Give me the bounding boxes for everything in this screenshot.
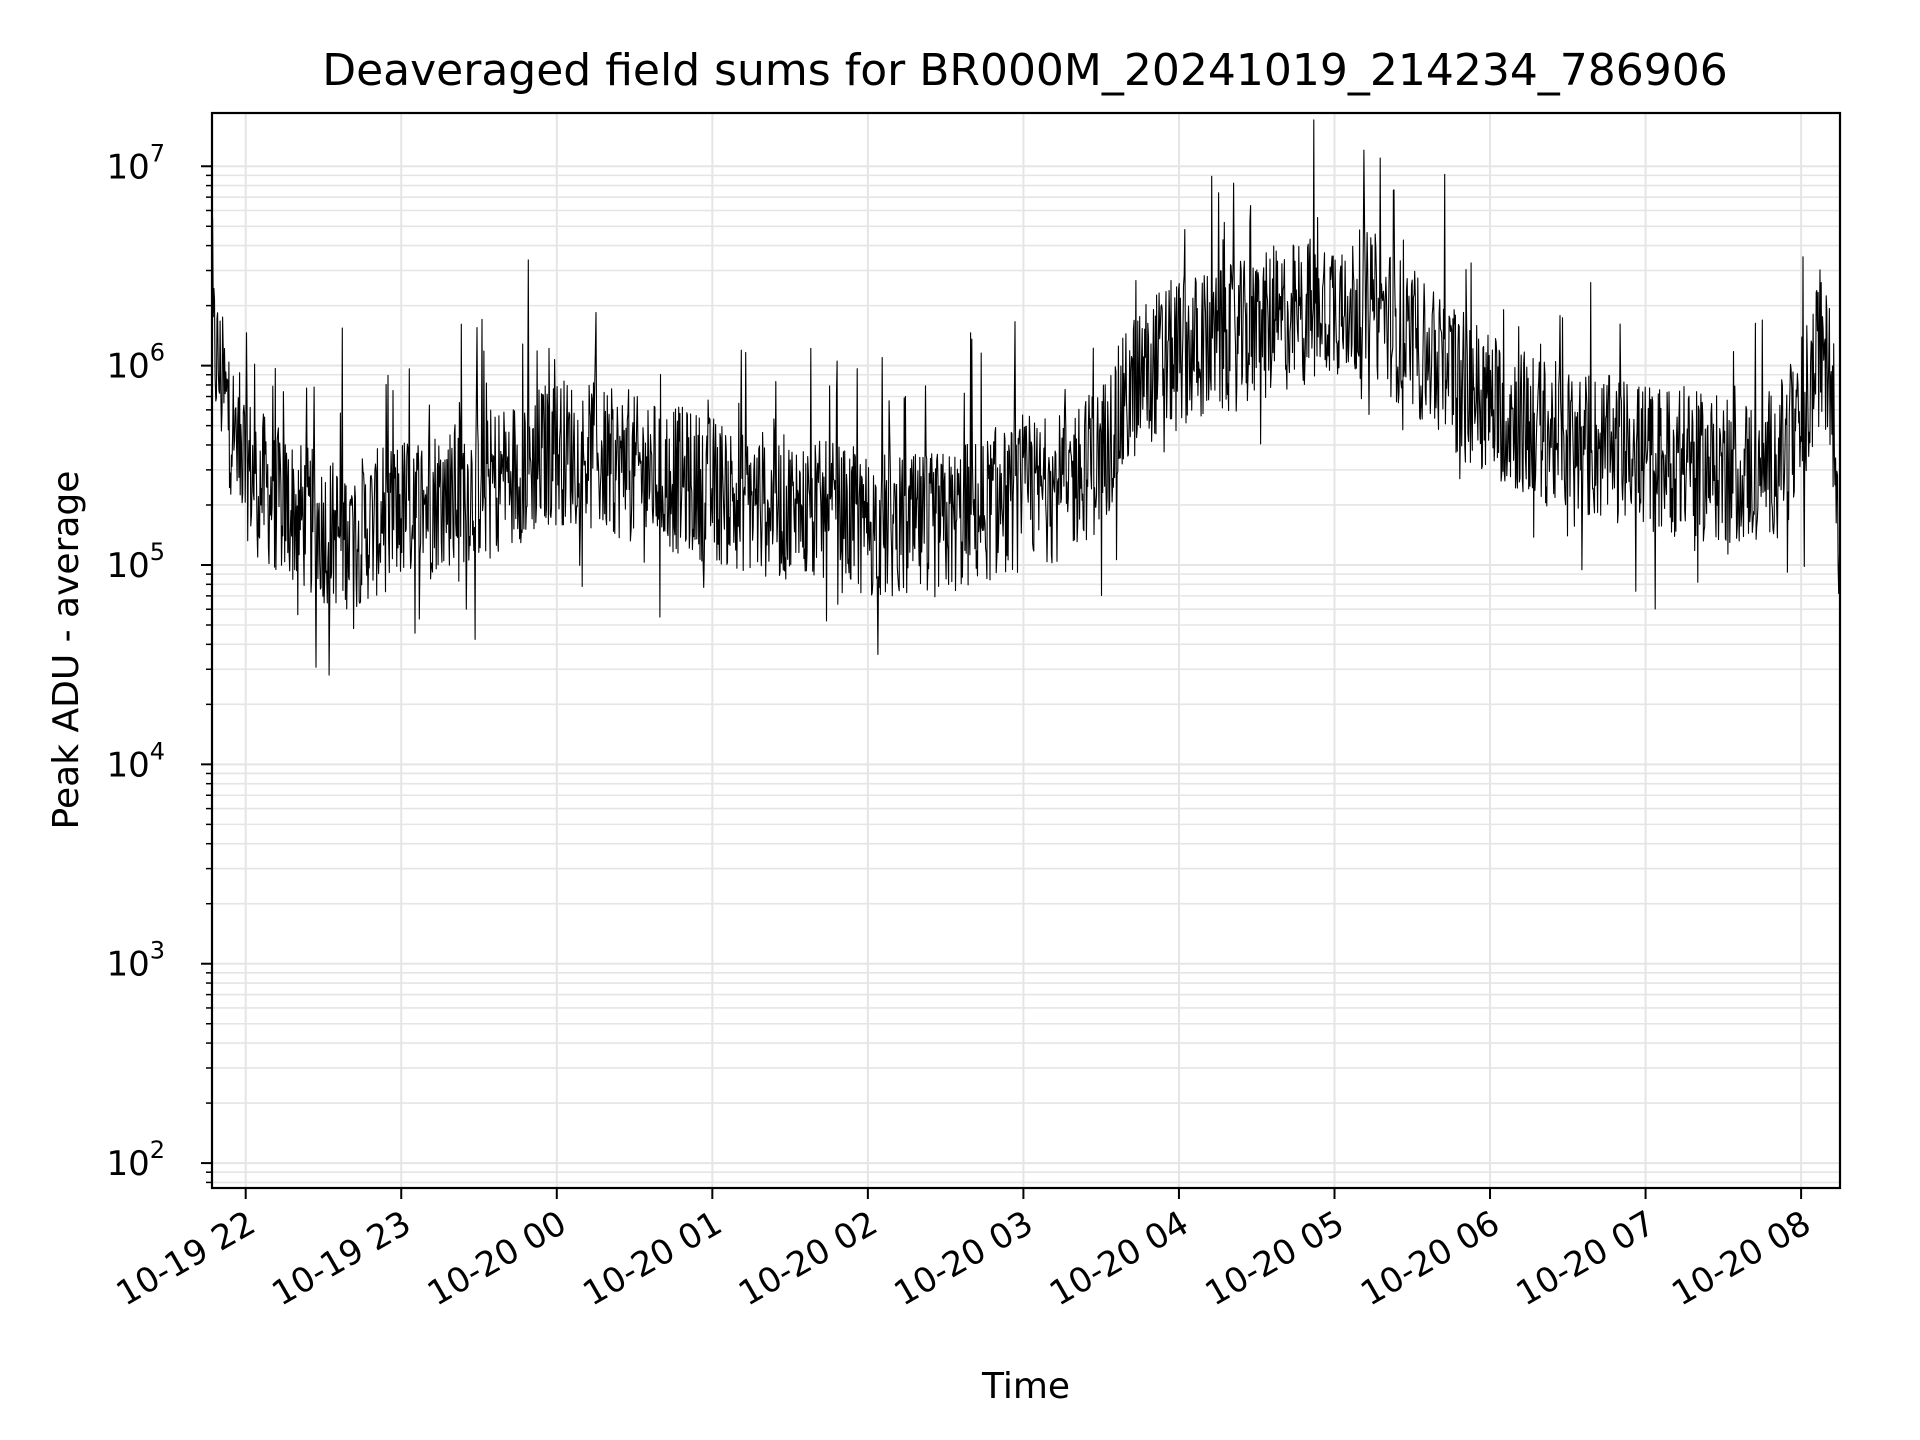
y-tick-label-base: 10 (106, 347, 149, 387)
plot-frame (210, 111, 1842, 1190)
y-tick-label-exponent: 3 (150, 937, 165, 965)
plot-area (211, 119, 1841, 676)
y-tick-label-exponent: 4 (150, 737, 165, 765)
y-axis-label: Peak ADU - average (46, 471, 87, 830)
chart-title: Deaveraged field sums for BR000M_2024101… (322, 45, 1728, 96)
y-tick-label: 103 (106, 937, 165, 985)
series-line (211, 119, 1841, 676)
y-tick-label: 105 (106, 538, 165, 586)
y-tick-label-base: 10 (106, 1144, 149, 1184)
y-tick-label-base: 10 (106, 546, 149, 586)
x-axis-label: Time (981, 1366, 1070, 1407)
y-tick-label-exponent: 2 (150, 1136, 165, 1164)
y-tick-label-exponent: 6 (150, 339, 165, 367)
y-tick-label: 104 (106, 737, 165, 785)
y-tick-label: 106 (106, 339, 165, 387)
y-tick-label: 102 (106, 1136, 165, 1184)
y-tick-label: 107 (106, 139, 165, 187)
y-tick-label-base: 10 (106, 745, 149, 785)
y-tick-label-exponent: 5 (150, 538, 165, 566)
y-tick-label-base: 10 (106, 147, 149, 187)
y-tick-label-exponent: 7 (150, 139, 165, 167)
y-tick-label-base: 10 (106, 945, 149, 985)
